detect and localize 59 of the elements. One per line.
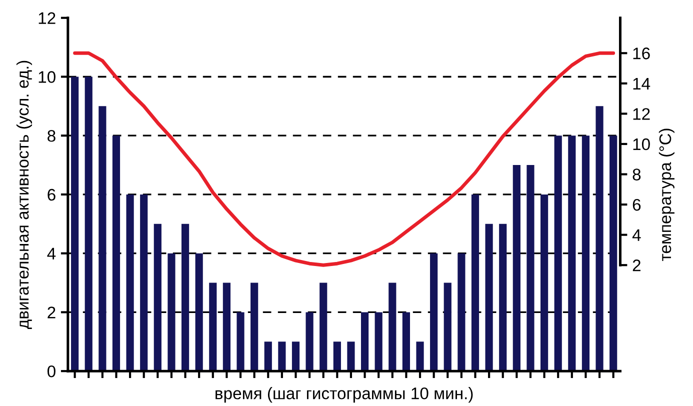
bar <box>485 224 493 372</box>
y-tick-label: 6 <box>48 188 56 201</box>
y2-tick-label: 14 <box>633 78 650 90</box>
bar <box>333 342 341 372</box>
bar <box>526 165 534 372</box>
bar <box>236 312 244 372</box>
bar <box>168 253 176 372</box>
bar <box>596 106 604 372</box>
y2-tick-label: 4 <box>632 229 641 241</box>
bar <box>320 282 328 372</box>
bar <box>347 342 355 372</box>
bar <box>84 76 92 372</box>
bar <box>499 224 507 372</box>
bar <box>430 253 438 372</box>
bar <box>195 253 203 372</box>
bar <box>416 342 424 372</box>
y2-tick-label: 10 <box>633 138 650 150</box>
y-tick-label: 4 <box>47 248 56 260</box>
bar <box>98 106 106 372</box>
y2-tick-label: 6 <box>632 198 641 211</box>
y2-tick-label: 2 <box>632 260 640 272</box>
y2-tick-label: 16 <box>633 48 650 60</box>
bar <box>306 312 314 372</box>
bar <box>154 224 162 372</box>
bar <box>402 312 410 372</box>
line-series <box>73 51 616 267</box>
bar <box>512 165 520 372</box>
bar <box>360 312 369 372</box>
bar <box>292 342 300 372</box>
y-tick-label: 12 <box>38 12 56 24</box>
bar <box>140 194 148 372</box>
y-tick-label: 2 <box>48 306 56 318</box>
y-tick-label: 10 <box>38 71 56 83</box>
y-tick-label: 8 <box>48 130 56 142</box>
bar <box>71 76 79 372</box>
bar <box>264 342 272 372</box>
bar <box>250 282 258 372</box>
y2-tick-label: 12 <box>633 108 650 120</box>
bar <box>568 136 576 372</box>
bar <box>126 194 134 372</box>
bar <box>181 224 190 372</box>
x-axis-title: время (шаг гистограммы 10 мин.) <box>216 387 473 403</box>
y-axis-title: двигательная активность (усл. ед.) <box>16 60 32 329</box>
bar <box>554 136 562 372</box>
bar <box>610 136 618 372</box>
y2-axis-title: температура (°C) <box>658 128 674 261</box>
bar <box>222 282 231 372</box>
bar <box>374 312 382 372</box>
bar <box>278 342 286 372</box>
bar <box>471 194 480 372</box>
y2-tick-label: 8 <box>632 168 641 180</box>
bar <box>444 282 452 372</box>
bar <box>540 194 548 372</box>
bar <box>388 282 396 372</box>
bar <box>582 136 590 372</box>
bar <box>112 136 120 372</box>
bar <box>209 282 217 372</box>
y-tick-label: 0 <box>47 365 56 378</box>
bar <box>458 253 466 372</box>
